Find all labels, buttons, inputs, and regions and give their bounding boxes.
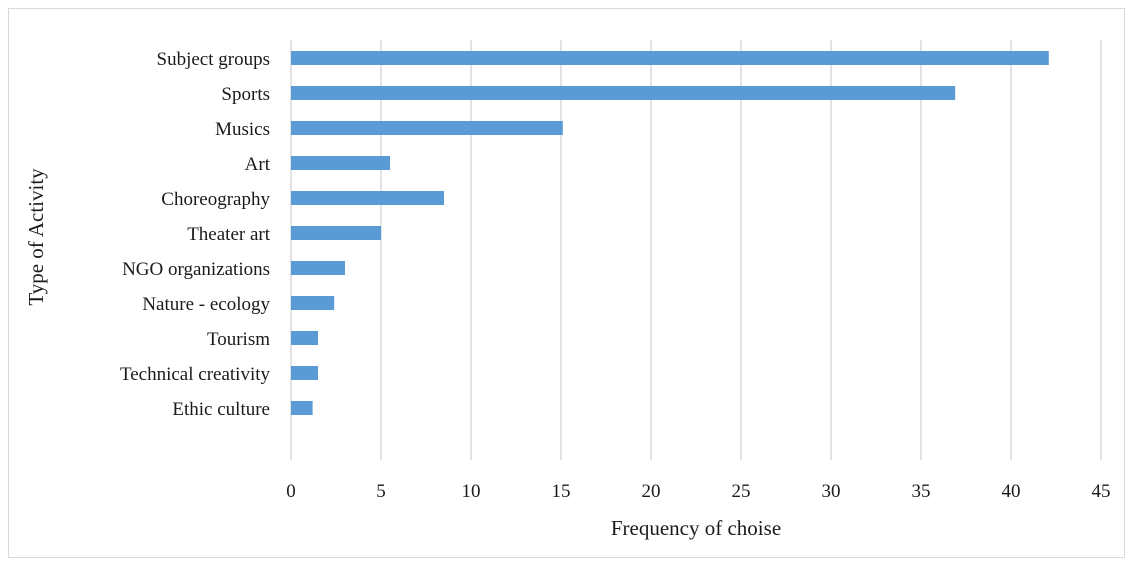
y-axis-title: Type of Activity [24, 168, 48, 306]
x-tick-label: 0 [286, 481, 296, 502]
bar [291, 86, 955, 100]
category-label: Sports [221, 84, 270, 105]
bar [291, 191, 444, 205]
x-tick-labels: 0 5 10 15 20 25 30 35 40 45 [286, 481, 1110, 502]
x-tick-label: 20 [642, 481, 661, 502]
x-axis-title: Frequency of choise [611, 516, 781, 540]
category-label: Technical creativity [120, 364, 271, 385]
x-tick-label: 5 [376, 481, 386, 502]
category-label: Theater art [187, 224, 271, 245]
category-label: NGO organizations [122, 259, 270, 280]
category-label: Subject groups [157, 49, 270, 70]
bar [291, 51, 1049, 65]
bar [291, 296, 334, 310]
bar [291, 156, 390, 170]
bar [291, 261, 345, 275]
x-tick-label: 15 [552, 481, 571, 502]
category-label: Tourism [207, 329, 270, 350]
x-tick-label: 40 [1002, 481, 1021, 502]
category-label: Nature - ecology [142, 294, 270, 315]
category-labels: Subject groups Sports Musics Art Choreograph… [120, 49, 271, 420]
category-label: Art [245, 154, 271, 175]
x-tick-label: 45 [1092, 481, 1111, 502]
bar [291, 366, 318, 380]
bar [291, 226, 381, 240]
x-tick-label: 35 [912, 481, 931, 502]
bars [291, 51, 1049, 415]
category-label: Musics [215, 119, 270, 140]
category-label: Choreography [161, 189, 270, 210]
bar [291, 331, 318, 345]
x-tick-label: 30 [822, 481, 841, 502]
bar [291, 121, 563, 135]
gridlines [291, 40, 1101, 460]
bar [291, 401, 313, 415]
category-label: Ethic culture [172, 399, 270, 420]
x-tick-label: 10 [462, 481, 481, 502]
x-tick-label: 25 [732, 481, 751, 502]
